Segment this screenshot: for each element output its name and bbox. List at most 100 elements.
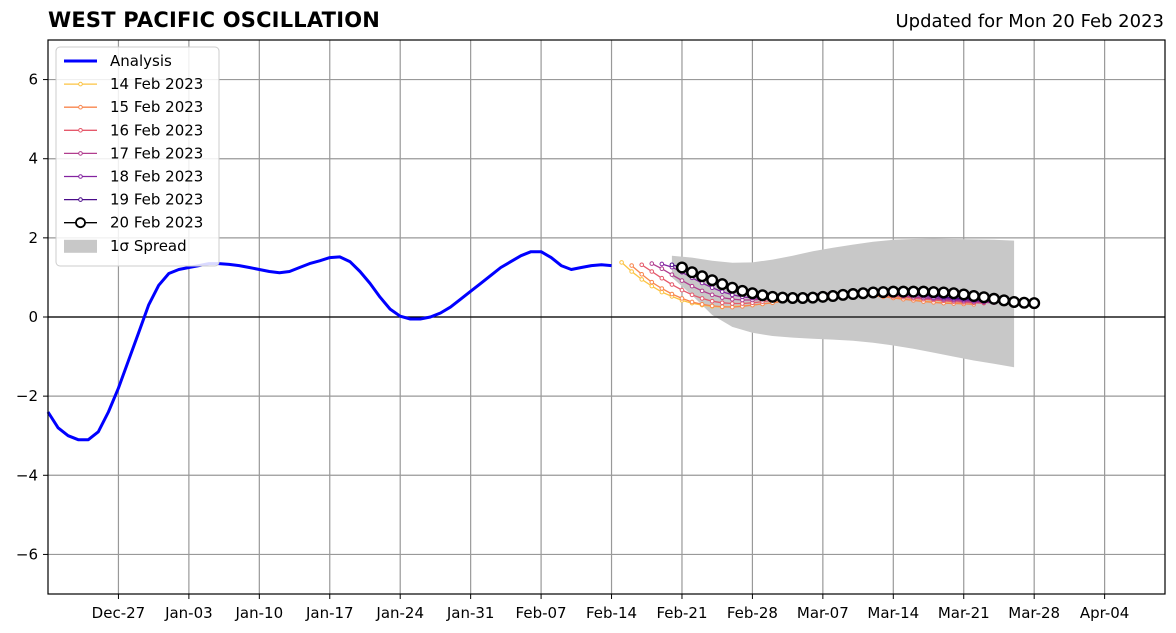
forecast-point — [857, 287, 870, 300]
forecast-point — [1028, 297, 1041, 310]
x-tick-label: Mar-28 — [1008, 604, 1060, 622]
y-tick-label: −6 — [16, 545, 38, 563]
forecast-point — [719, 289, 725, 294]
legend-label: 18 Feb 2023 — [110, 168, 203, 186]
forecast-point — [957, 288, 970, 301]
forecast-point — [689, 299, 695, 305]
x-tick-label: Mar-07 — [797, 604, 849, 622]
forecast-point — [816, 290, 829, 303]
forecast-point — [699, 288, 705, 294]
forecast-point — [629, 263, 634, 268]
forecast-point — [659, 275, 665, 281]
forecast-point — [1018, 296, 1031, 309]
forecast-point — [729, 304, 735, 310]
forecast-point — [709, 303, 715, 309]
forecast-point — [877, 286, 890, 299]
y-tick-label: 2 — [28, 229, 38, 247]
updated-date: Updated for Mon 20 Feb 2023 — [895, 11, 1164, 32]
forecast-point — [679, 296, 685, 301]
x-tick-label: Jan-10 — [235, 604, 284, 622]
forecast-point — [836, 288, 849, 301]
y-tick-label: 6 — [28, 71, 38, 89]
legend-label: 1σ Spread — [110, 237, 187, 255]
forecast-point — [826, 290, 839, 303]
forecast-point — [669, 291, 675, 297]
legend: Analysis 14 Feb 2023 15 Feb 2023 16 Feb 202… — [55, 46, 220, 267]
y-tick-label: −2 — [16, 387, 38, 405]
forecast-point — [669, 282, 675, 287]
forecast-point — [639, 277, 645, 282]
forecast-point — [897, 285, 910, 298]
x-tick-label: Dec-27 — [92, 604, 146, 622]
forecast-point — [766, 290, 779, 303]
forecast-point — [887, 285, 900, 298]
forecast-point — [686, 266, 699, 279]
forecast-point — [706, 274, 719, 287]
legend-box — [55, 46, 220, 267]
forecast-point — [659, 289, 665, 295]
forecast-point — [1008, 295, 1021, 308]
forecast-point — [729, 301, 735, 306]
x-tick-label: Mar-21 — [938, 604, 990, 622]
legend-label: 16 Feb 2023 — [110, 121, 203, 139]
legend-label: 19 Feb 2023 — [110, 191, 203, 209]
analysis-line — [46, 250, 612, 442]
forecast-point — [659, 286, 665, 291]
x-tick-label: Jan-03 — [164, 604, 213, 622]
legend-marker — [78, 128, 83, 133]
forecast-point — [699, 296, 705, 301]
forecast-point — [806, 291, 819, 304]
forecast-point — [675, 261, 688, 274]
forecast-point — [659, 261, 665, 267]
forecast-20-feb-2023 — [675, 261, 1041, 310]
forecast-point — [669, 262, 675, 268]
forecast-point — [776, 291, 789, 304]
forecast-point — [629, 269, 634, 274]
x-tick-label: Feb-28 — [727, 604, 778, 622]
forecast-point — [649, 261, 655, 266]
forecast-point — [977, 291, 990, 304]
forecast-point — [947, 287, 960, 300]
forecast-point — [719, 295, 725, 300]
forecast-point — [937, 286, 950, 299]
forecast-point — [847, 288, 860, 301]
forecast-point — [756, 289, 769, 302]
legend-label: 20 Feb 2023 — [110, 214, 203, 232]
forecast-point — [867, 286, 880, 299]
forecast-point — [659, 266, 665, 272]
forecast-point — [729, 296, 735, 302]
spread-area — [671, 238, 1015, 368]
forecast-point — [927, 286, 940, 299]
forecast-point — [719, 304, 725, 310]
legend-marker — [75, 217, 86, 229]
legend-label: 17 Feb 2023 — [110, 144, 203, 162]
forecast-point — [786, 292, 799, 305]
forecast-point — [649, 269, 655, 274]
forecast-point — [619, 260, 624, 265]
forecast-point — [796, 292, 809, 305]
forecast-point — [740, 301, 745, 306]
forecast-point — [679, 278, 685, 283]
legend-label: Analysis — [110, 52, 172, 70]
legend-marker — [78, 81, 83, 87]
forecast-point — [987, 292, 1000, 305]
legend-label: 14 Feb 2023 — [110, 75, 203, 93]
forecast-point — [709, 298, 715, 304]
forecast-point — [709, 292, 715, 298]
legend-marker — [78, 174, 83, 179]
x-tick-label: Feb-14 — [586, 604, 637, 622]
legend-marker — [78, 151, 83, 156]
forecast-point — [669, 272, 675, 277]
legend-marker — [78, 104, 83, 110]
forecast-point — [689, 283, 695, 289]
legend-swatch — [64, 239, 97, 253]
forecast-point — [649, 283, 655, 289]
chart-title: WEST PACIFIC OSCILLATION — [48, 8, 381, 32]
spread-band — [671, 238, 1015, 368]
x-tick-label: Jan-17 — [305, 604, 354, 622]
forecast-point — [689, 292, 695, 298]
plot-frame — [47, 39, 1166, 595]
forecast-point — [917, 285, 930, 298]
forecast-point — [696, 270, 709, 283]
